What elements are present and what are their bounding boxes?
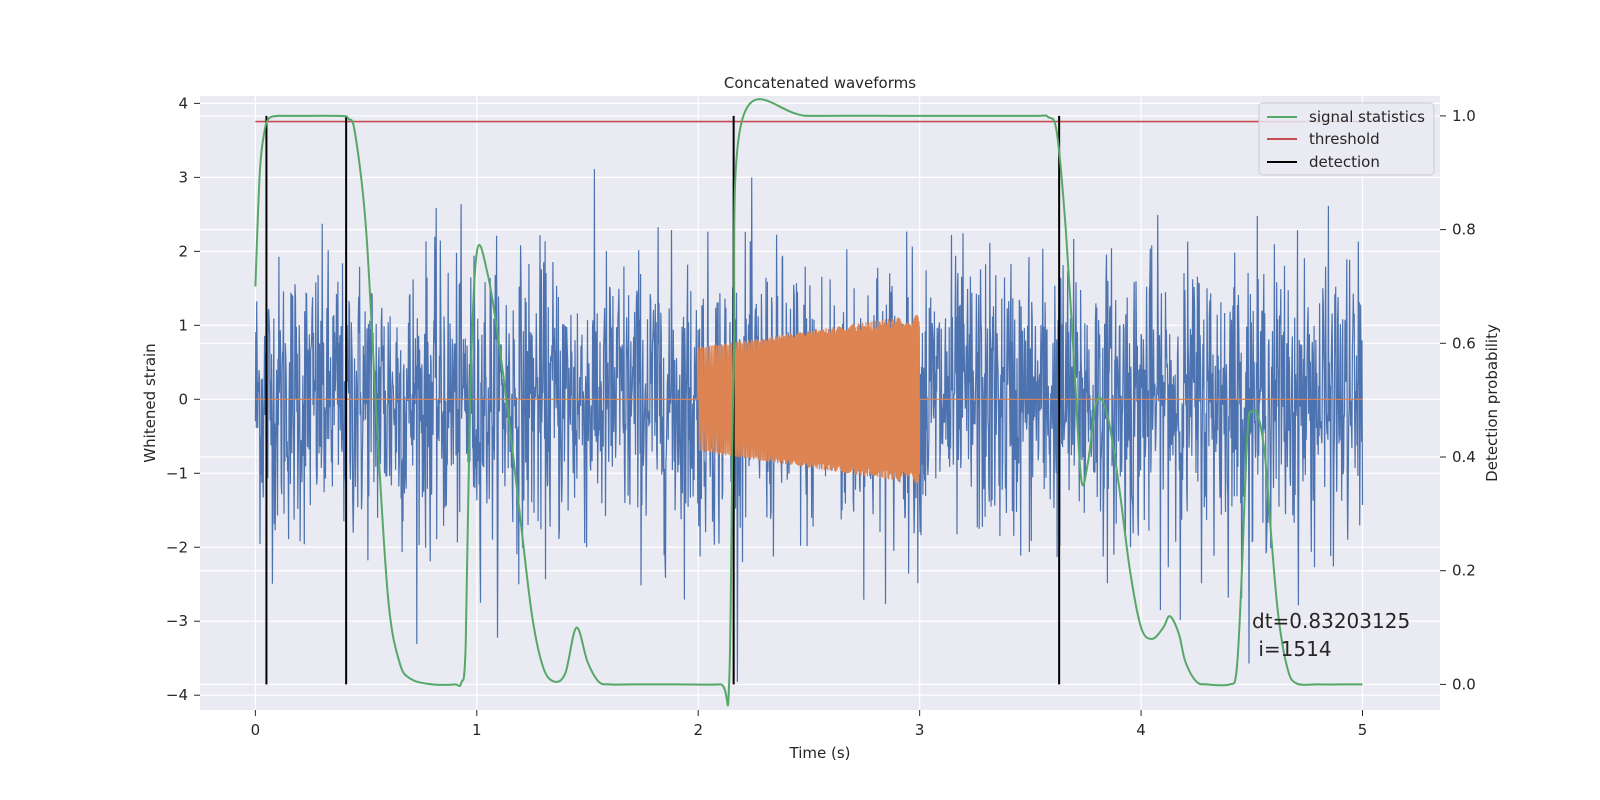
legend: signal statistics threshold detection <box>1258 102 1435 176</box>
y-left-tick-label: −2 <box>166 538 188 556</box>
ticks-x: 0 1 2 3 4 5 <box>251 710 1368 739</box>
annotation: dt=0.83203125 i=1514 <box>1252 609 1410 661</box>
y-left-tick-label: 2 <box>178 242 188 260</box>
legend-box <box>1258 102 1435 176</box>
series-signal-statistics <box>254 98 1363 707</box>
x-tick-label: 1 <box>472 721 482 739</box>
y-left-tick-label: −3 <box>166 612 188 630</box>
y-axis-label-left: Whitened strain <box>141 343 159 462</box>
legend-label-threshold: threshold <box>1309 130 1380 148</box>
y-right-tick-label: 0.8 <box>1452 221 1476 239</box>
legend-label-statistic: signal statistics <box>1309 108 1425 126</box>
series-injected-waveform <box>255 314 1363 484</box>
x-tick-label: 0 <box>251 721 261 739</box>
annotation-i: i=1514 <box>1252 637 1332 661</box>
y-left-tick-label: 4 <box>178 94 188 112</box>
series-layer <box>254 98 1364 707</box>
x-axis-label: Time (s) <box>789 744 851 762</box>
y-left-tick-label: 0 <box>178 390 188 408</box>
y-left-tick-label: −4 <box>166 686 188 704</box>
ticks-left: −4 −3 −2 −1 0 1 2 3 4 <box>166 94 200 704</box>
y-right-tick-label: 1.0 <box>1452 107 1476 125</box>
legend-label-detection: detection <box>1309 153 1380 171</box>
y-left-tick-label: 3 <box>178 168 188 186</box>
x-tick-label: 5 <box>1358 721 1368 739</box>
x-tick-label: 4 <box>1136 721 1146 739</box>
ticks-right: 0.0 0.2 0.4 0.6 0.8 1.0 <box>1440 107 1476 693</box>
y-right-tick-label: 0.6 <box>1452 334 1476 352</box>
annotation-dt: dt=0.83203125 <box>1252 609 1410 633</box>
x-tick-label: 2 <box>693 721 703 739</box>
y-axis-label-right: Detection probability <box>1483 324 1501 482</box>
chart-title: Concatenated waveforms <box>724 74 916 92</box>
y-right-tick-label: 0.2 <box>1452 562 1476 580</box>
x-tick-label: 3 <box>915 721 925 739</box>
y-left-tick-label: −1 <box>166 464 188 482</box>
y-right-tick-label: 0.0 <box>1452 675 1476 693</box>
y-right-tick-label: 0.4 <box>1452 448 1476 466</box>
y-left-tick-label: 1 <box>178 316 188 334</box>
